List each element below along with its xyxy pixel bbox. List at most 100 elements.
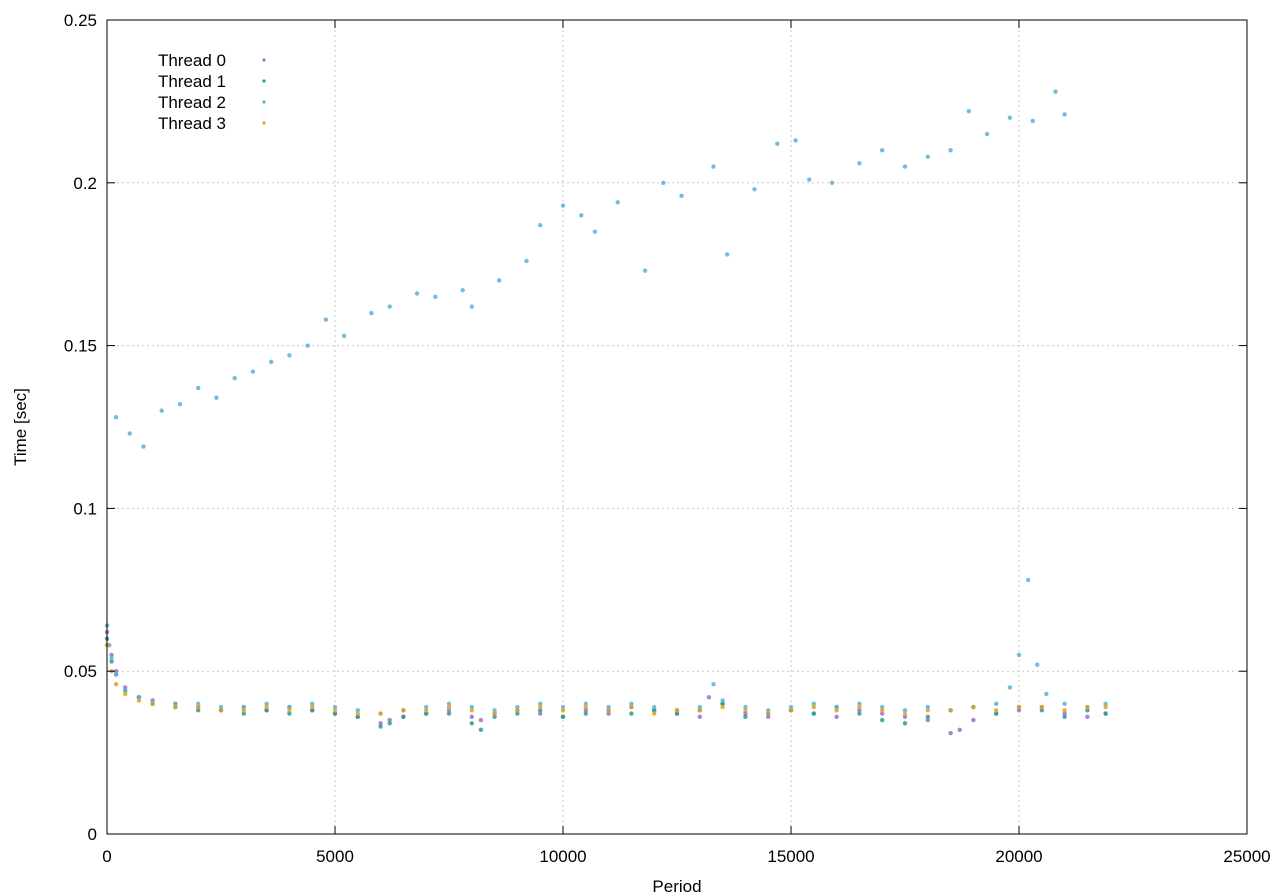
data-point bbox=[1085, 714, 1090, 719]
data-point bbox=[925, 714, 930, 719]
data-point bbox=[401, 714, 406, 719]
data-point bbox=[446, 708, 452, 713]
data-point bbox=[606, 711, 611, 716]
data-point bbox=[173, 704, 178, 710]
data-point bbox=[515, 708, 520, 713]
data-point bbox=[615, 200, 620, 205]
data-point bbox=[948, 148, 953, 153]
grid bbox=[107, 20, 1247, 834]
x-axis-label: Period bbox=[652, 877, 701, 896]
data-point bbox=[109, 659, 114, 664]
data-point bbox=[560, 714, 566, 719]
data-point bbox=[1016, 708, 1022, 713]
data-point bbox=[966, 108, 972, 114]
data-point bbox=[173, 701, 178, 706]
data-point bbox=[743, 714, 748, 719]
y-tick-label: 0.15 bbox=[64, 337, 97, 356]
data-point bbox=[560, 708, 566, 713]
data-point bbox=[579, 213, 584, 218]
data-point bbox=[310, 701, 315, 706]
data-point bbox=[994, 708, 999, 713]
x-tick-label: 20000 bbox=[995, 847, 1042, 866]
data-point bbox=[250, 369, 256, 374]
data-point bbox=[264, 701, 269, 706]
data-point bbox=[752, 187, 757, 192]
data-point bbox=[287, 711, 292, 716]
data-point bbox=[583, 708, 588, 713]
data-point bbox=[150, 701, 155, 706]
plot-points bbox=[104, 89, 1108, 736]
data-point bbox=[113, 415, 119, 420]
data-point bbox=[1039, 704, 1045, 710]
series-3 bbox=[104, 642, 1108, 716]
data-point bbox=[469, 704, 474, 710]
data-point bbox=[492, 708, 497, 713]
data-point bbox=[1007, 685, 1013, 690]
series-4 bbox=[113, 89, 1067, 449]
data-point bbox=[880, 148, 885, 153]
data-point bbox=[515, 711, 520, 716]
x-tick-label: 5000 bbox=[316, 847, 354, 866]
data-point bbox=[652, 711, 657, 716]
x-tick-label: 0 bbox=[102, 847, 111, 866]
data-point bbox=[369, 310, 374, 316]
data-point bbox=[743, 704, 748, 710]
data-point bbox=[446, 711, 452, 716]
data-point bbox=[218, 704, 224, 710]
data-point bbox=[1085, 708, 1090, 713]
data-point bbox=[150, 698, 155, 703]
data-point bbox=[241, 711, 246, 716]
data-point bbox=[387, 717, 392, 723]
data-point bbox=[538, 701, 543, 706]
data-point bbox=[136, 698, 142, 703]
data-point bbox=[711, 164, 716, 169]
series-1 bbox=[104, 636, 1108, 733]
series-0 bbox=[104, 629, 1108, 736]
data-point bbox=[971, 717, 976, 723]
x-tick-label: 25000 bbox=[1223, 847, 1270, 866]
data-point bbox=[460, 288, 465, 293]
data-point bbox=[378, 724, 383, 729]
data-point bbox=[310, 708, 315, 713]
data-point bbox=[711, 682, 716, 687]
data-point bbox=[994, 711, 999, 716]
legend-marker bbox=[262, 79, 266, 83]
data-point bbox=[355, 711, 360, 716]
data-point bbox=[268, 359, 274, 365]
data-point bbox=[606, 708, 611, 713]
data-point bbox=[332, 711, 338, 716]
data-point bbox=[652, 704, 657, 710]
data-point bbox=[829, 180, 835, 185]
data-point bbox=[971, 704, 976, 710]
data-point bbox=[1039, 708, 1045, 713]
data-point bbox=[332, 708, 338, 713]
data-point bbox=[355, 708, 360, 713]
data-point bbox=[232, 375, 237, 381]
x-tick-label: 10000 bbox=[539, 847, 586, 866]
data-point bbox=[925, 708, 930, 713]
data-point bbox=[287, 708, 292, 713]
data-point bbox=[788, 708, 794, 713]
data-point bbox=[196, 708, 201, 713]
data-point bbox=[1062, 112, 1067, 117]
data-point bbox=[113, 672, 119, 677]
data-point bbox=[583, 701, 588, 706]
data-point bbox=[697, 714, 702, 719]
data-point bbox=[560, 203, 566, 208]
data-point bbox=[766, 708, 771, 713]
data-point bbox=[706, 695, 712, 700]
y-tick-label: 0.1 bbox=[73, 499, 97, 518]
data-point bbox=[387, 721, 392, 726]
data-point bbox=[1007, 115, 1013, 120]
data-point bbox=[323, 317, 329, 322]
data-point bbox=[560, 704, 566, 710]
data-point bbox=[469, 708, 474, 713]
data-point bbox=[515, 704, 520, 710]
x-tick-label: 15000 bbox=[767, 847, 814, 866]
data-point bbox=[674, 708, 680, 713]
data-point bbox=[478, 717, 484, 723]
y-tick-label: 0 bbox=[88, 825, 97, 844]
data-point bbox=[583, 711, 588, 716]
data-point bbox=[287, 353, 292, 358]
